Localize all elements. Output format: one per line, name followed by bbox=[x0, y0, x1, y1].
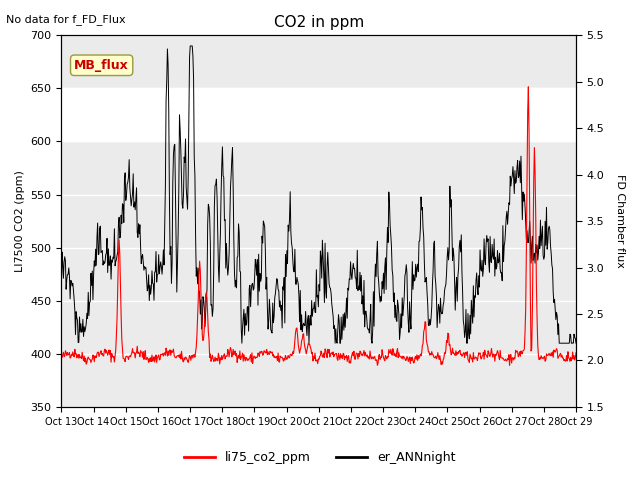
Title: CO2 in ppm: CO2 in ppm bbox=[273, 15, 364, 30]
Text: No data for f_FD_Flux: No data for f_FD_Flux bbox=[6, 14, 126, 25]
Y-axis label: LI7500 CO2 (ppm): LI7500 CO2 (ppm) bbox=[15, 170, 25, 272]
Text: MB_flux: MB_flux bbox=[74, 59, 129, 72]
Bar bbox=[61, 88, 576, 142]
Y-axis label: FD Chamber flux: FD Chamber flux bbox=[615, 174, 625, 268]
Legend: li75_co2_ppm, er_ANNnight: li75_co2_ppm, er_ANNnight bbox=[179, 446, 461, 469]
